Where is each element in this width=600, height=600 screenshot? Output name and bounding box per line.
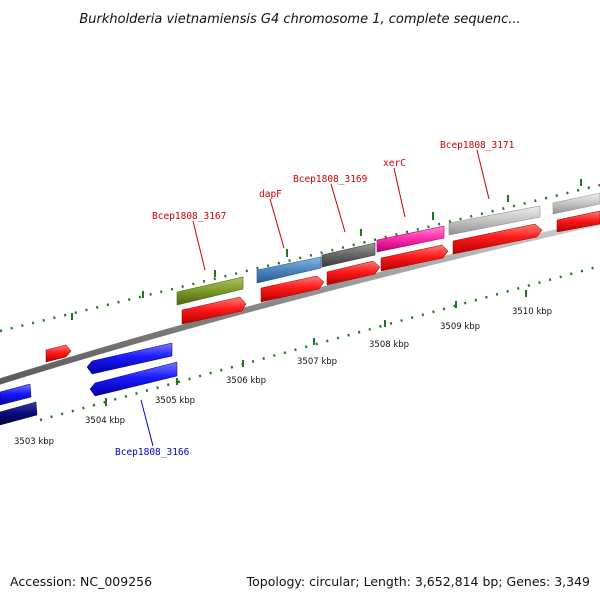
- gene-label-bcep1808-3166[interactable]: Bcep1808_3166: [115, 447, 190, 458]
- gene-arrow-bcep1808-3166[interactable]: [89, 361, 178, 397]
- feature-bcep1808-3171[interactable]: [448, 205, 541, 236]
- gene-label-bcep1808-3169[interactable]: Bcep1808_3169: [293, 174, 368, 185]
- gene-label-dapf[interactable]: dapF: [259, 189, 282, 200]
- gene-arrow-dapf[interactable]: [260, 275, 325, 303]
- feature-xerc[interactable]: [376, 225, 445, 253]
- feature-bcep1808-3169[interactable]: [321, 242, 376, 268]
- upper-tick-track: [0, 179, 600, 333]
- feature-row-upper: [176, 192, 600, 306]
- topology-text: Topology: circular; Length: 3,652,814 bp…: [246, 574, 590, 589]
- feature-bcep1808-3167[interactable]: [176, 276, 244, 306]
- gene-arrow-xerc[interactable]: [380, 244, 449, 272]
- gene-label-bcep1808-3167[interactable]: Bcep1808_3167: [152, 211, 226, 222]
- kbp-label-3506: 3506 kbp: [226, 376, 266, 386]
- accession-text: Accession: NC_009256: [10, 574, 152, 589]
- gene-label-bcep1808-3171[interactable]: Bcep1808_3171: [440, 140, 515, 151]
- feature-partial-right[interactable]: [552, 192, 600, 215]
- kbp-label-3504: 3504 kbp: [85, 416, 125, 426]
- kbp-label-3503: 3503 kbp: [14, 437, 54, 447]
- feature-dapf[interactable]: [256, 256, 322, 284]
- kbp-scale-labels: 3503 kbp 3504 kbp 3505 kbp 3506 kbp 3507…: [14, 307, 552, 447]
- forward-genes: [45, 210, 600, 363]
- gene-arrow-small-left[interactable]: [45, 344, 72, 363]
- kbp-label-3505: 3505 kbp: [155, 396, 195, 406]
- gene-arrow-bcep1808-3167[interactable]: [181, 296, 247, 325]
- gene-arrow-upper-blue[interactable]: [86, 342, 173, 375]
- kbp-label-3510: 3510 kbp: [512, 307, 552, 317]
- label-leaders: [140, 149, 490, 447]
- kbp-label-3507: 3507 kbp: [297, 357, 337, 367]
- chromosome-backbone: [0, 219, 600, 385]
- gene-arrow-bcep1808-3171[interactable]: [452, 223, 543, 255]
- map-title: Burkholderia vietnamiensis G4 chromosome…: [79, 12, 520, 27]
- lower-tick-track: [39, 264, 600, 422]
- gene-arrow-partial-right[interactable]: [556, 210, 600, 233]
- gene-label-xerc[interactable]: xerC: [383, 158, 406, 169]
- kbp-label-3509: 3509 kbp: [440, 322, 480, 332]
- gene-labels: Bcep1808_3167 dapF Bcep1808_3169 xerC Bc…: [115, 140, 515, 458]
- gene-arrow-bcep1808-3169[interactable]: [326, 260, 381, 286]
- reverse-genes: [0, 342, 178, 426]
- gene-arrow-partial-left[interactable]: [0, 383, 32, 406]
- gene-arrow-navy-left[interactable]: [0, 401, 38, 426]
- kbp-label-3508: 3508 kbp: [369, 340, 409, 350]
